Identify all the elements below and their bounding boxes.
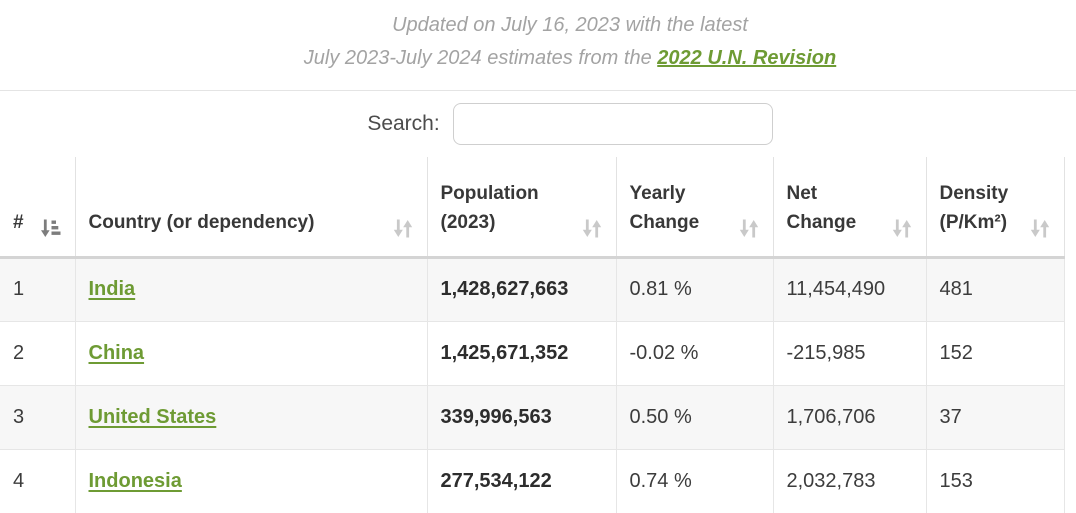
column-label-net-change: Net Change — [786, 182, 857, 233]
column-header-population[interactable]: Population (2023) — [426, 157, 616, 259]
un-revision-link[interactable]: 2022 U.N. Revision — [657, 47, 837, 69]
table-row: 1 India 1,428,627,663 0.81 % 11,454,490 481 — [0, 257, 1065, 321]
population-cell: 1,428,627,663 — [426, 257, 616, 321]
table-header: # Country (or dependency) Population (2023… — [0, 157, 1065, 259]
search-bar: Search: — [0, 91, 1076, 157]
net-change-cell: -215,985 — [772, 320, 926, 385]
column-header-rank[interactable]: # — [0, 157, 75, 259]
update-note-line2: July 2023-July 2024 estimates from the 2… — [303, 47, 837, 69]
country-cell: Indonesia — [74, 448, 427, 513]
country-link[interactable]: China — [88, 341, 145, 364]
net-change-cell: 2,032,783 — [772, 448, 926, 513]
net-change-cell: 11,454,490 — [772, 257, 926, 321]
sort-both-icon — [891, 218, 913, 239]
density-cell: 481 — [925, 257, 1065, 321]
yearly-change-cell: -0.02 % — [615, 320, 773, 385]
column-label-country: Country (or dependency) — [88, 211, 315, 233]
column-header-density[interactable]: Density (P/Km²) — [925, 157, 1065, 259]
country-link[interactable]: India — [88, 278, 136, 300]
search-input[interactable] — [452, 103, 773, 145]
column-label-yearly-change: Yearly Change — [629, 182, 700, 233]
rank-cell: 1 — [13, 278, 25, 300]
country-cell: United States — [74, 384, 427, 449]
sort-both-icon — [392, 218, 414, 239]
yearly-change-cell: 0.74 % — [615, 448, 773, 513]
sort-both-icon — [581, 218, 603, 239]
table-row: 2 China 1,425,671,352 -0.02 % -215,985 152 — [0, 320, 1065, 385]
table-row: 3 United States 339,996,563 0.50 % 1,706,706… — [0, 384, 1065, 449]
column-header-net-change[interactable]: Net Change — [772, 157, 926, 259]
column-label-density: Density (P/Km²) — [939, 182, 1009, 233]
sort-both-icon — [1029, 218, 1051, 239]
country-cell: China — [74, 320, 427, 385]
rank-cell: 3 — [0, 384, 75, 449]
rank-cell: 2 — [0, 320, 75, 385]
net-change-cell: 1,706,706 — [772, 384, 926, 449]
sort-both-icon — [738, 218, 760, 239]
density-cell: 152 — [925, 320, 1065, 385]
yearly-change-cell: 0.81 % — [615, 257, 773, 321]
update-note: Updated on July 16, 2023 with the latest… — [0, 0, 1076, 91]
column-label-rank: # — [13, 211, 24, 233]
population-table: # Country (or dependency) Population (2023… — [0, 157, 1065, 513]
density-cell: 37 — [925, 384, 1065, 449]
rank-cell: 4 — [0, 448, 75, 513]
country-link[interactable]: United States — [88, 405, 217, 428]
search-label: Search: — [367, 112, 440, 135]
population-cell: 1,425,671,352 — [426, 320, 616, 385]
column-label-population: Population (2023) — [440, 182, 539, 233]
column-header-yearly-change[interactable]: Yearly Change — [615, 157, 773, 259]
population-cell: 339,996,563 — [426, 384, 616, 449]
column-header-country[interactable]: Country (or dependency) — [74, 157, 427, 259]
yearly-change-cell: 0.50 % — [615, 384, 773, 449]
sort-asc-icon — [39, 218, 61, 239]
population-cell: 277,534,122 — [426, 448, 616, 513]
update-note-line1: Updated on July 16, 2023 with the latest — [392, 14, 748, 36]
country-cell: India — [74, 257, 427, 321]
table-row: 4 Indonesia 277,534,122 0.74 % 2,032,783 153 — [0, 448, 1065, 513]
country-link[interactable]: Indonesia — [88, 469, 182, 492]
density-cell: 153 — [925, 448, 1065, 513]
